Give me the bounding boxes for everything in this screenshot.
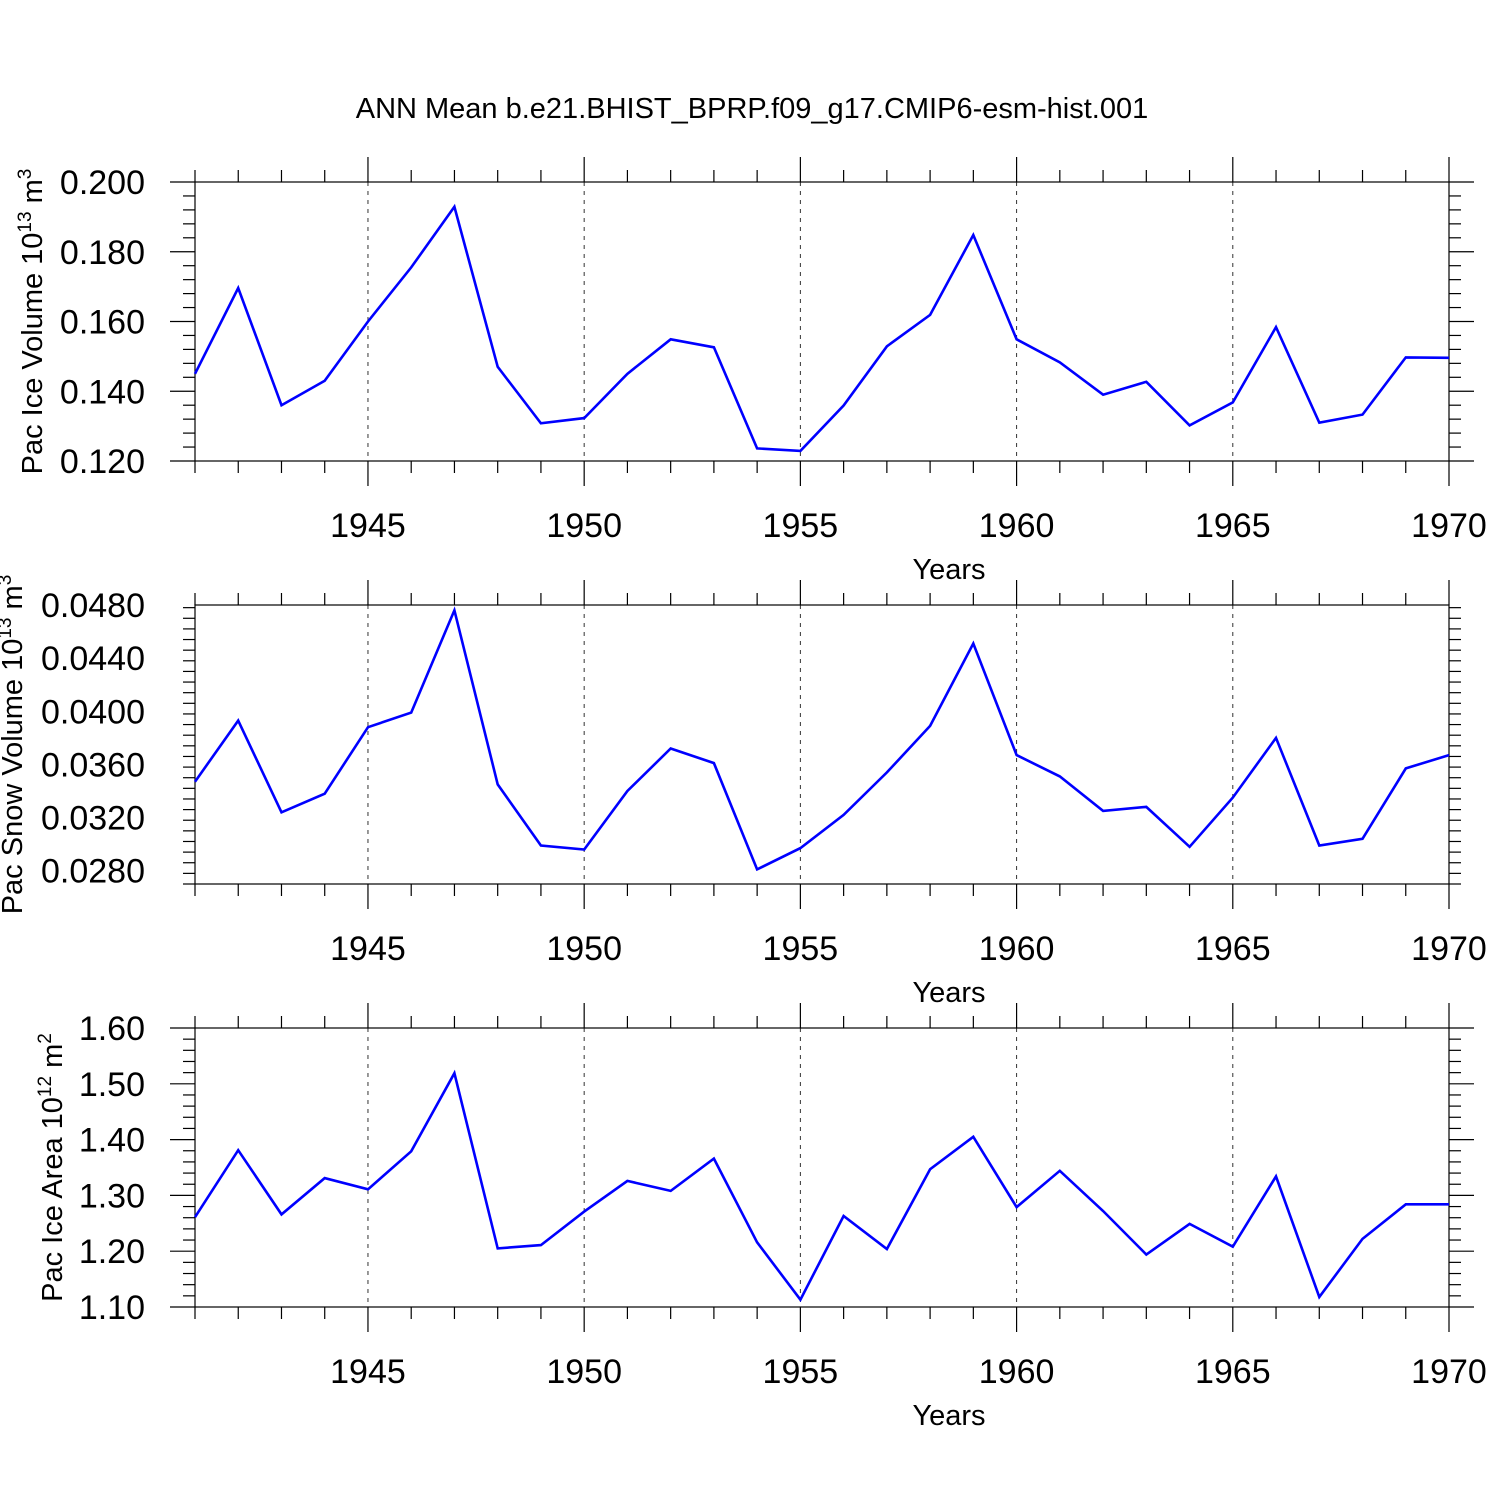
plot-frame: [194, 604, 1450, 885]
x-tick-label: 1970: [1411, 930, 1487, 968]
y-tick-label: 1.40: [79, 1122, 145, 1160]
y-tick-label: 1.30: [79, 1177, 145, 1215]
y-tick-label: 0.0440: [41, 640, 145, 678]
chart-title: ANN Mean b.e21.BHIST_BPRP.f09_g17.CMIP6-…: [356, 93, 1149, 125]
x-axis-label: Years: [912, 977, 985, 1009]
x-tick-label: 1950: [546, 507, 622, 545]
y-tick-label: 0.160: [60, 304, 145, 342]
plot-frame: [194, 181, 1450, 462]
chart-panel-ice-volume: 0.120 0.140 0.160 0.180 0.200 1945 1950 1955 196…: [15, 157, 1487, 586]
series-line-ice-area: [193, 1069, 1449, 1303]
x-tick-label: 1960: [979, 1353, 1055, 1391]
y-tick-label: 0.0400: [41, 693, 145, 731]
x-tick-label: 1970: [1411, 507, 1487, 545]
y-tick-label: 0.0280: [41, 853, 145, 891]
y-axis-label: Pac Ice Area 1012 m2: [35, 1033, 69, 1302]
x-axis-label: Years: [912, 554, 985, 586]
series-line-snow-volume: [193, 606, 1450, 872]
x-tick-label: 1965: [1195, 930, 1271, 968]
chart-panel-snow-volume: 0.0280 0.0320 0.0360 0.0400 0.0440 0.0480 1945…: [0, 575, 1487, 1009]
y-tick-label: 0.0480: [41, 587, 145, 625]
y-tick-label: 0.180: [60, 234, 145, 272]
x-axis-label: Years: [912, 1400, 985, 1432]
x-tick-label: 1950: [546, 1353, 622, 1391]
y-tick-label: 0.140: [60, 373, 145, 411]
y-tick-label: 1.50: [79, 1066, 145, 1104]
x-tick-label: 1970: [1411, 1353, 1487, 1391]
series-line-ice-volume: [193, 203, 1450, 453]
chart-panel-ice-area: 1.10 1.20 1.30 1.40 1.50 1.60 1945 1950 1955 1960…: [35, 1003, 1487, 1432]
x-tick-label: 1950: [546, 930, 622, 968]
y-tick-label: 0.200: [60, 164, 145, 202]
x-tick-label: 1955: [763, 930, 839, 968]
y-axis-label: Pac Ice Volume 1013 m3: [15, 169, 49, 475]
plot-frame: [194, 1027, 1450, 1308]
x-tick-label: 1960: [979, 930, 1055, 968]
y-tick-label: 1.20: [79, 1233, 145, 1271]
y-tick-label: 1.60: [79, 1010, 145, 1048]
x-tick-label: 1965: [1195, 507, 1271, 545]
x-tick-label: 1945: [330, 507, 406, 545]
x-tick-label: 1965: [1195, 1353, 1271, 1391]
y-tick-label: 0.0320: [41, 800, 145, 838]
x-tick-label: 1955: [763, 1353, 839, 1391]
x-tick-label: 1945: [330, 930, 406, 968]
y-tick-label: 0.120: [60, 443, 145, 481]
y-axis-label: Pac Snow Volume 1013 m3: [0, 575, 29, 915]
x-tick-label: 1945: [330, 1353, 406, 1391]
y-tick-label: 1.10: [79, 1289, 145, 1327]
y-tick-label: 0.0360: [41, 746, 145, 784]
x-tick-label: 1960: [979, 507, 1055, 545]
x-tick-label: 1955: [763, 507, 839, 545]
